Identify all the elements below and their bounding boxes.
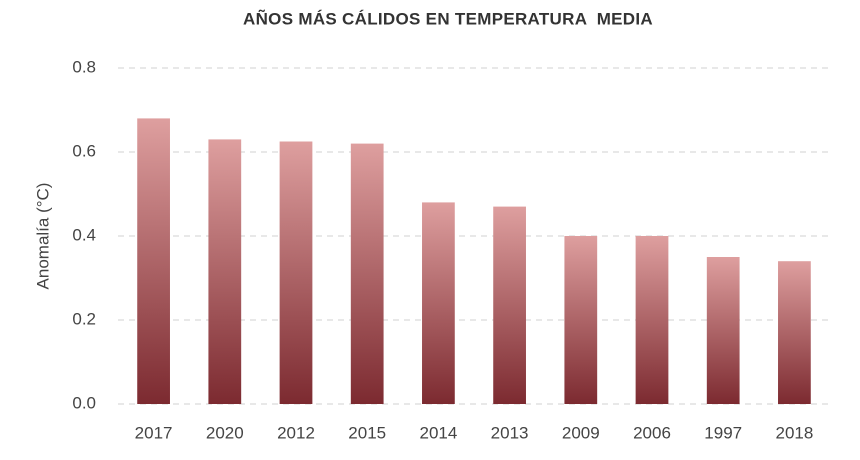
x-tick-label: 2006 xyxy=(633,423,671,442)
bar xyxy=(350,143,384,404)
x-tick-label: 2012 xyxy=(277,423,315,442)
x-tick-label: 2014 xyxy=(419,423,457,442)
y-tick-label: 0.6 xyxy=(72,141,96,160)
x-tick-label: 2013 xyxy=(491,423,529,442)
bar xyxy=(422,202,455,404)
bar xyxy=(137,118,170,405)
y-tick-label: 0.2 xyxy=(72,309,96,328)
x-tick-label: 2018 xyxy=(775,423,813,442)
x-tick-label: 2009 xyxy=(562,423,600,442)
bar xyxy=(635,236,669,404)
y-tick-label: 0.8 xyxy=(72,57,96,76)
x-tick-label: 2015 xyxy=(348,423,386,442)
chart-title: AÑOS MÁS CÁLIDOS EN TEMPERATURA MEDIA xyxy=(243,8,653,28)
y-tick-label: 0.0 xyxy=(72,393,96,412)
y-axis-label: Anomalía (°C) xyxy=(33,183,52,290)
y-tick-label: 0.4 xyxy=(72,225,96,244)
bar xyxy=(279,141,313,404)
bar xyxy=(208,139,242,404)
x-tick-label: 2020 xyxy=(206,423,244,442)
x-tick-label: 1997 xyxy=(704,423,742,442)
bar xyxy=(706,257,740,404)
x-tick-label: 2017 xyxy=(135,423,173,442)
bar xyxy=(564,236,598,404)
bar xyxy=(778,261,811,404)
bar xyxy=(493,206,526,404)
